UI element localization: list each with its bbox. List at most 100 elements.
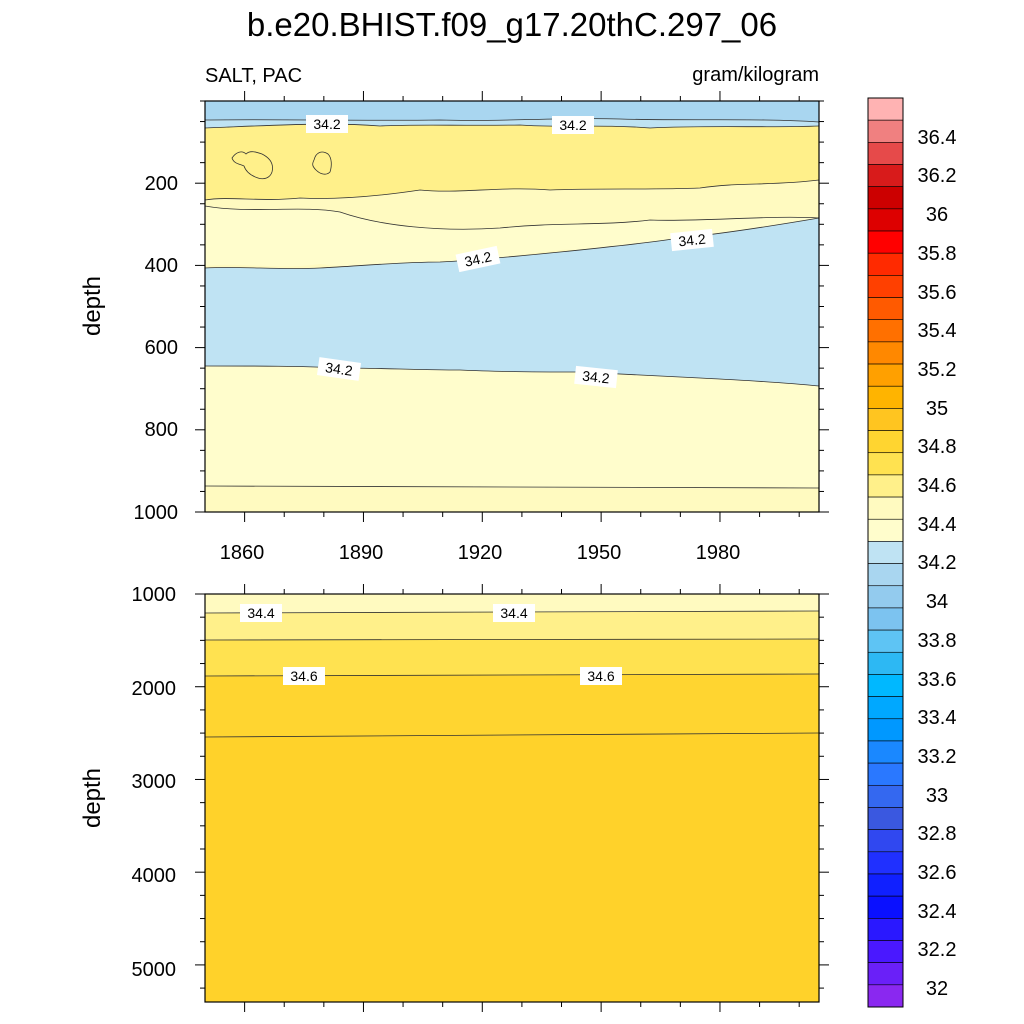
colorbar-label-33-6: 33.6: [918, 669, 957, 691]
variable-subtitle: SALT, PAC: [205, 65, 302, 87]
upper-band-surface-34-1: [205, 118, 819, 128]
lower-y-tick-label-5000: 5000: [132, 959, 177, 981]
lower-y-tick-label-4000: 4000: [132, 865, 177, 887]
upper-label-box-3: [455, 245, 501, 273]
colorbar-box-22: [867, 585, 904, 609]
upper-contour-label-5: 34.2: [324, 359, 353, 379]
colorbar-label-32-6: 32.6: [918, 862, 957, 884]
upper-contour-34-3-a: [204, 179, 820, 201]
colorbar-box-40: [867, 984, 904, 1008]
colorbar-label-36: 36: [926, 204, 948, 226]
lower-panel-frame: [204, 593, 820, 1003]
lower-panel: [204, 593, 820, 1003]
colorbar-label-35: 35: [926, 398, 948, 420]
lower-contour-label-1: 34.4: [247, 605, 274, 621]
colorbar-label-32-8: 32.8: [918, 823, 957, 845]
colorbar-box-21: [867, 563, 904, 587]
lower-contour-34-5: [204, 638, 820, 641]
colorbar-label-34-6: 34.6: [918, 475, 957, 497]
upper-label-box-2: [552, 116, 594, 134]
colorbar-box-15: [867, 430, 904, 454]
lower-band-34-4: [205, 611, 819, 640]
colorbar-box-0: [867, 97, 904, 121]
lower-y-tick-label-3000: 3000: [132, 771, 177, 793]
colorbar-box-13: [867, 385, 904, 409]
upper-label-box-6: [574, 365, 618, 389]
colorbar-box-23: [867, 607, 904, 631]
colorbar-box-19: [867, 518, 904, 542]
colorbar-box-6: [867, 230, 904, 254]
lower-band-34-6: [205, 674, 819, 737]
colorbar-box-29: [867, 740, 904, 764]
colorbar-box-33: [867, 829, 904, 853]
colorbar-label-34: 34: [926, 591, 948, 613]
lower-label-box-3: [283, 667, 325, 685]
colorbar-box-20: [867, 541, 904, 564]
colorbar-label-33-8: 33.8: [918, 630, 957, 652]
upper-contour-label-2: 34.2: [559, 117, 586, 133]
colorbar-label-35-6: 35.6: [918, 282, 957, 304]
colorbar-box-18: [867, 496, 904, 520]
lower-axis-ticks: [195, 584, 829, 1012]
upper-y-axis-label: depth: [79, 276, 106, 336]
lower-label-box-4: [580, 667, 622, 685]
upper-band-deep-34-2: [205, 366, 819, 512]
lower-band-34-3: [205, 594, 819, 613]
colorbar-labels: 36.4 36.2 36 35.8 35.6 35.4 35.2 35 34.8…: [918, 127, 957, 1000]
colorbar-box-8: [867, 275, 904, 298]
lower-y-tick-label-2000: 2000: [132, 678, 177, 700]
colorbar-boxes: [867, 97, 904, 1008]
lower-contour-labels: 34.4 34.4 34.6 34.6: [240, 604, 622, 685]
lower-band-34-7: [205, 733, 819, 1002]
lower-contour-label-4: 34.6: [587, 668, 614, 684]
colorbar-label-33: 33: [926, 785, 948, 807]
colorbar-box-11: [867, 341, 904, 365]
lower-y-axis-label: depth: [79, 768, 106, 828]
colorbar-box-35: [867, 873, 904, 897]
upper-eddy-right: [312, 151, 332, 175]
upper-contour-label-6: 34.2: [582, 368, 611, 387]
upper-contour-labels: 34.2 34.2 34.2 34.2 34.2 34.2: [306, 115, 714, 389]
colorbar-label-34-8: 34.8: [918, 436, 957, 458]
x-tick-label-1950: 1950: [577, 542, 622, 564]
x-tick-labels: 1860 1890 1920 1950 1980: [220, 542, 741, 564]
lower-y-tick-label-1000: 1000: [132, 584, 177, 606]
colorbar-box-3: [867, 164, 904, 187]
upper-band-34-3: [205, 124, 819, 200]
lower-band-34-5: [205, 639, 819, 676]
lower-y-tick-labels: 1000 2000 3000 4000 5000: [132, 584, 177, 981]
upper-contour-34-3-b: [204, 205, 820, 230]
colorbar-box-14: [867, 408, 904, 431]
upper-y-tick-label-200: 200: [145, 173, 178, 195]
upper-y-tick-label-800: 800: [145, 419, 178, 441]
colorbar-label-35-4: 35.4: [918, 320, 957, 342]
lower-label-box-2: [493, 604, 535, 622]
colorbar-box-28: [867, 718, 904, 742]
colorbar-box-17: [867, 474, 904, 498]
x-tick-label-1980: 1980: [696, 542, 741, 564]
units-subtitle: gram/kilogram: [692, 64, 819, 86]
colorbar-box-1: [867, 119, 904, 143]
upper-label-box-5: [316, 357, 362, 381]
colorbar-box-36: [867, 895, 904, 919]
colorbar-box-39: [867, 962, 904, 986]
colorbar-box-24: [867, 629, 904, 653]
colorbar-box-25: [867, 651, 904, 675]
upper-label-box-4: [670, 228, 714, 252]
upper-y-tick-label-1000: 1000: [134, 502, 179, 524]
colorbar-box-30: [867, 762, 904, 786]
colorbar-frame: [867, 97, 904, 1008]
colorbar-box-16: [867, 452, 904, 476]
figure-title: b.e20.BHIST.f09_g17.20thC.297_06: [247, 6, 777, 43]
colorbar-box-5: [867, 208, 904, 232]
upper-contour-label-4: 34.2: [678, 231, 707, 250]
upper-band-bottom-34-3: [205, 486, 819, 512]
lower-contour-label-3: 34.6: [290, 668, 317, 684]
colorbar-box-31: [867, 784, 904, 808]
colorbar-box-32: [867, 807, 904, 830]
colorbar-label-34-4: 34.4: [918, 514, 957, 536]
upper-label-box-1: [306, 115, 348, 133]
upper-y-tick-label-400: 400: [145, 255, 178, 277]
colorbar-label-35-8: 35.8: [918, 243, 957, 265]
